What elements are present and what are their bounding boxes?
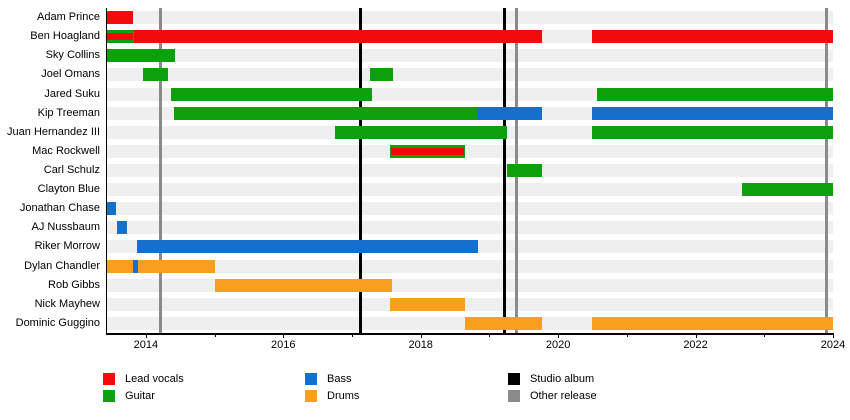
x-axis-tick-label: 2014 — [133, 339, 159, 351]
timeline-bar-segment — [174, 106, 478, 120]
member-label: Juan Hernandez III — [7, 125, 100, 138]
x-axis-minor-tick — [489, 333, 491, 337]
timeline-bar-segment — [133, 259, 138, 273]
member-label: Joel Omans — [41, 68, 100, 81]
x-axis-tick-label: 2018 — [408, 339, 433, 351]
timeline-row-band — [106, 164, 833, 177]
x-axis-tick-label: 2024 — [820, 339, 846, 351]
timeline-row-band — [106, 183, 833, 197]
timeline-bar-segment — [592, 125, 833, 139]
member-label: Kip Treeman — [37, 106, 100, 119]
timeline-row-band — [106, 49, 833, 63]
member-label: Mac Rockwell — [32, 144, 100, 157]
member-label: Dylan Chandler — [24, 259, 100, 272]
x-axis-tick-label: 2020 — [545, 339, 571, 351]
timeline-bar-segment — [334, 125, 507, 139]
timeline-bar-segment — [506, 164, 543, 177]
lead-vocals-stripe — [390, 147, 464, 155]
member-label: Dominic Guggino — [15, 316, 100, 329]
lead-vocals-swatch-icon — [103, 373, 115, 385]
bass-swatch-icon — [305, 373, 317, 385]
timeline-bar-segment — [592, 30, 833, 44]
timeline-bar-segment — [596, 87, 833, 101]
timeline-bar-segment — [592, 106, 833, 120]
guitar-swatch-icon — [103, 390, 115, 402]
member-label: Riker Morrow — [34, 240, 100, 253]
legend-label: Lead vocals — [125, 373, 184, 385]
x-axis-minor-tick — [351, 333, 353, 337]
timeline-bar-segment — [136, 240, 479, 254]
member-label: Jared Suku — [44, 87, 100, 100]
x-axis-minor-tick — [214, 333, 216, 337]
legend-label: Drums — [327, 390, 360, 402]
timeline-bar-segment — [134, 30, 542, 44]
timeline-bar-segment — [214, 278, 392, 292]
timeline-bar-segment — [143, 68, 168, 82]
lead-vocals-stripe — [107, 33, 134, 41]
timeline-bar-segment — [389, 144, 465, 158]
timeline-bar-segment — [106, 49, 175, 63]
event-line-other-release — [158, 8, 162, 333]
other-release-swatch-icon — [508, 390, 520, 402]
legend-label: Other release — [530, 390, 597, 402]
timeline-row-band — [106, 144, 833, 158]
timeline-bar-segment — [464, 316, 542, 330]
x-axis-major-tick — [695, 333, 697, 338]
legend-label: Bass — [327, 373, 352, 385]
x-axis-major-tick — [283, 333, 285, 338]
timeline-bar-segment — [137, 259, 215, 273]
timeline-bar-segment — [106, 259, 134, 273]
timeline-row-band — [106, 259, 833, 273]
x-axis-minor-tick — [764, 333, 766, 337]
timeline-row-band — [106, 202, 833, 216]
x-axis-major-tick — [833, 333, 834, 338]
member-label: Ben Hoagland — [30, 30, 100, 43]
legend-label: Guitar — [125, 390, 155, 402]
timeline-row-band — [106, 11, 833, 25]
x-axis-major-tick — [420, 333, 422, 338]
timeline-row-band — [106, 68, 833, 82]
timeline-bar-segment — [477, 106, 542, 120]
timeline-bar-segment — [107, 202, 117, 216]
timeline-bar-segment — [106, 11, 134, 25]
member-label: Rob Gibbs — [48, 278, 100, 291]
member-label: Jonathan Chase — [19, 202, 100, 215]
chart-legend: Lead vocals Guitar Bass Drums Studio alb… — [0, 368, 850, 412]
x-axis — [106, 333, 834, 335]
member-label: Carl Schulz — [43, 164, 100, 176]
timeline-bar-segment — [389, 297, 466, 311]
timeline-bar-segment — [592, 316, 833, 330]
member-label: Clayton Blue — [37, 183, 100, 196]
timeline-bar-segment — [116, 221, 127, 235]
x-axis-major-tick — [558, 333, 560, 338]
timeline-row-band — [106, 297, 833, 311]
event-line-studio-album — [358, 8, 362, 333]
drums-swatch-icon — [305, 390, 317, 402]
x-axis-tick-label: 2016 — [271, 339, 296, 351]
legend-label: Studio album — [530, 373, 595, 385]
member-label: Adam Prince — [37, 11, 100, 24]
member-label: AJ Nussbaum — [31, 221, 100, 234]
timeline-row-band — [106, 221, 833, 235]
x-axis-minor-tick — [626, 333, 628, 337]
member-label: Sky Collins — [45, 49, 100, 62]
timeline-bar-segment — [369, 68, 393, 82]
x-axis-tick-label: 2022 — [683, 339, 708, 351]
y-axis — [106, 8, 107, 333]
x-axis-major-tick — [145, 333, 147, 338]
member-label: Nick Mayhew — [34, 297, 100, 310]
timeline-bar-segment — [741, 183, 833, 197]
event-line-studio-album — [503, 8, 507, 333]
event-line-other-release — [825, 8, 829, 333]
timeline-bar-segment — [171, 87, 372, 101]
studio-album-swatch-icon — [508, 373, 520, 385]
timeline-bar-segment — [106, 30, 135, 44]
